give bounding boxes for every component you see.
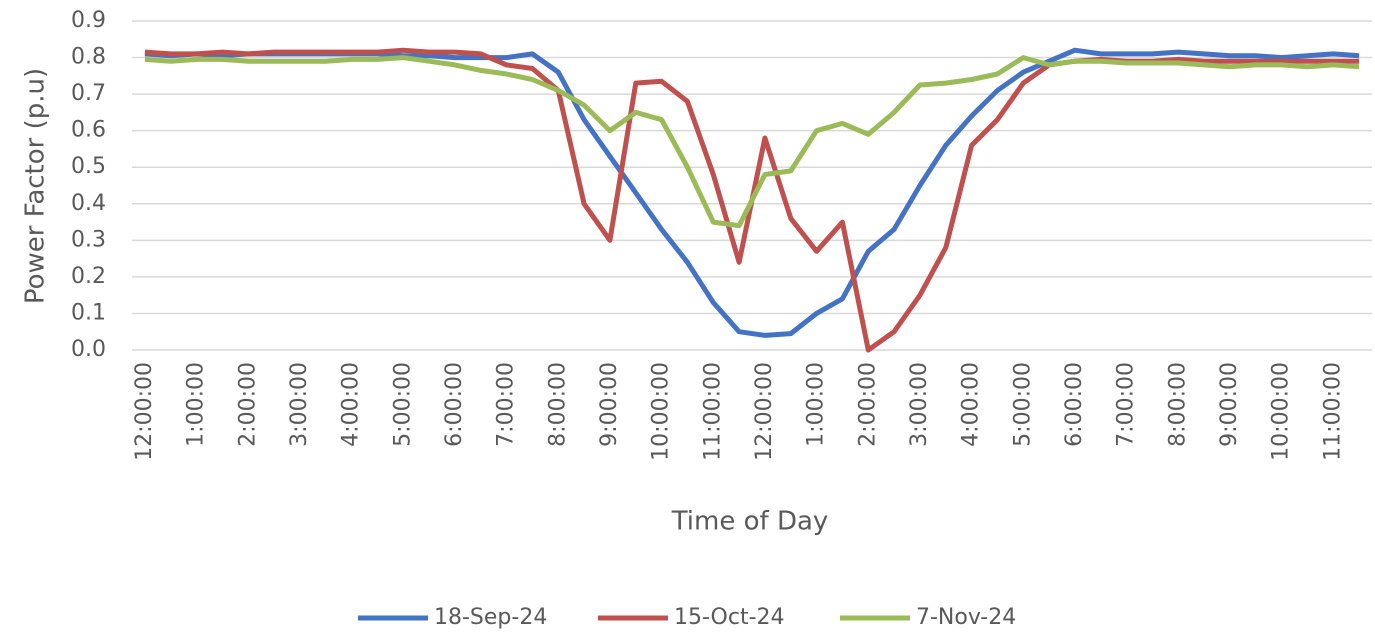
x-tick-label: 6:00:00 — [442, 362, 467, 447]
x-tick-label: 1:00:00 — [184, 362, 209, 447]
x-tick-label: 9:00:00 — [1217, 362, 1242, 447]
y-tick-label: 0.9 — [71, 8, 106, 33]
x-tick-label: 3:00:00 — [907, 362, 932, 447]
x-tick-label: 7:00:00 — [1114, 362, 1139, 447]
y-axis-title: Power Factor (p.u) — [21, 68, 51, 304]
x-tick-label: 10:00:00 — [649, 362, 674, 461]
y-tick-label: 0.5 — [71, 154, 106, 179]
y-tick-label: 0.7 — [71, 81, 106, 106]
legend-label: 7-Nov-24 — [916, 605, 1016, 630]
x-tick-label: 8:00:00 — [1165, 362, 1190, 447]
x-tick-label: 11:00:00 — [700, 362, 725, 461]
legend-label: 18-Sep-24 — [434, 605, 547, 630]
y-tick-label: 0.4 — [71, 191, 106, 216]
x-tick-label: 7:00:00 — [494, 362, 519, 447]
x-tick-label: 9:00:00 — [597, 362, 622, 447]
legend-label: 15-Oct-24 — [674, 605, 785, 630]
x-tick-label: 12:00:00 — [132, 362, 157, 461]
y-tick-label: 0.3 — [71, 227, 106, 252]
x-tick-label: 12:00:00 — [752, 362, 777, 461]
x-tick-label: 10:00:00 — [1269, 362, 1294, 461]
line-series — [144, 55, 1360, 229]
x-tick-label: 4:00:00 — [339, 362, 364, 447]
y-tick-label: 0.6 — [71, 118, 106, 143]
y-tick-label: 0.0 — [71, 337, 106, 362]
x-tick-label: 11:00:00 — [1320, 362, 1345, 461]
x-tick-label: 2:00:00 — [855, 362, 880, 447]
x-tick-label: 1:00:00 — [804, 362, 829, 447]
x-tick-label: 8:00:00 — [545, 362, 570, 447]
y-tick-label: 0.1 — [71, 300, 106, 325]
y-tick-label: 0.2 — [71, 264, 106, 289]
x-tick-label: 4:00:00 — [959, 362, 984, 447]
x-axis-title: Time of Day — [671, 507, 829, 537]
x-tick-label: 5:00:00 — [1010, 362, 1035, 447]
x-tick-label: 5:00:00 — [390, 362, 415, 447]
y-tick-label: 0.8 — [71, 45, 106, 70]
x-tick-label: 3:00:00 — [287, 362, 312, 447]
x-tick-label: 2:00:00 — [235, 362, 260, 447]
x-tick-label: 6:00:00 — [1062, 362, 1087, 447]
